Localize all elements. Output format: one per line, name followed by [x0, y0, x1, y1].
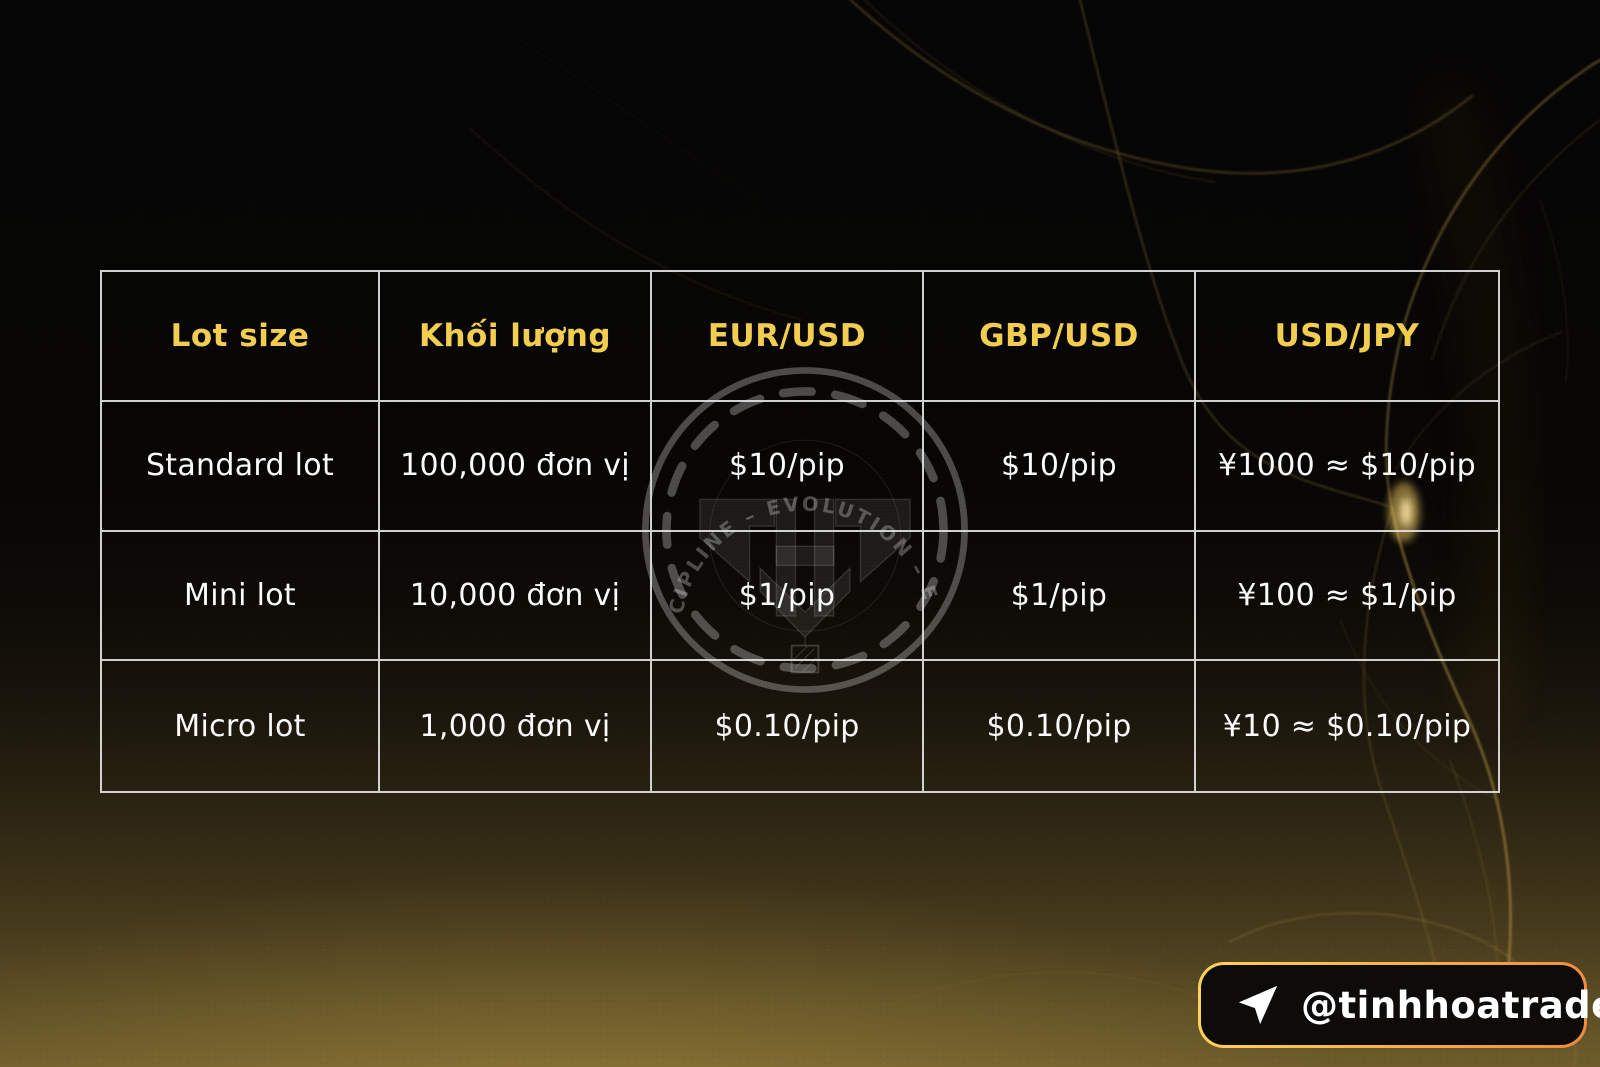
cell-mini-lot-gbpusd: $1/pip	[924, 531, 1196, 662]
cell-micro-lot-eurusd: $0.10/pip	[652, 661, 924, 791]
cell-mini-lot-volume: 10,000 đơn vị	[380, 531, 652, 662]
cell-standard-lot-volume: 100,000 đơn vị	[380, 401, 652, 532]
cell-micro-lot-label: Micro lot	[102, 661, 380, 791]
column-header-lot-size: Lot size	[102, 272, 380, 402]
cell-micro-lot-usdjpy: ¥10 ≈ $0.10/pip	[1222, 708, 1472, 744]
cell-standard-lot-gbpusd: $10/pip	[924, 401, 1196, 532]
cell-mini-lot-label: Mini lot	[102, 531, 380, 662]
lot-size-table: Lot size Khối lượng EUR/USD GBP/USD USD/…	[100, 270, 1500, 793]
cell-standard-lot-eurusd: $10/pip	[652, 401, 924, 532]
cell-micro-lot-gbpusd: $0.10/pip	[924, 661, 1196, 791]
cell-standard-lot-usdjpy: ¥1000 ≈ $10/pip	[1196, 402, 1498, 532]
cell-micro-lot-volume: 1,000 đơn vị	[380, 661, 652, 791]
smoke-bright-knot	[1388, 482, 1420, 542]
column-header-eurusd: EUR/USD	[652, 272, 924, 402]
watermark-circuit-ring	[708, 439, 902, 632]
tht-monogram	[699, 498, 911, 639]
column-header-usdjpy: USD/JPY	[1196, 272, 1498, 402]
cell-standard-lot-label: Standard lot	[102, 401, 380, 532]
social-handle-badge[interactable]: @tinhhoatrader	[1198, 962, 1600, 1048]
column-header-volume: Khối lượng	[380, 272, 652, 402]
cell-mini-lot-usdjpy: ¥100 ≈ $1/pip	[1196, 532, 1498, 662]
column-header-gbpusd: GBP/USD	[924, 272, 1196, 402]
cell-mini-lot-eurusd: $1/pip	[652, 531, 924, 662]
send-icon	[1238, 985, 1278, 1025]
social-handle-label: @tinhhoatrader	[1301, 983, 1600, 1027]
